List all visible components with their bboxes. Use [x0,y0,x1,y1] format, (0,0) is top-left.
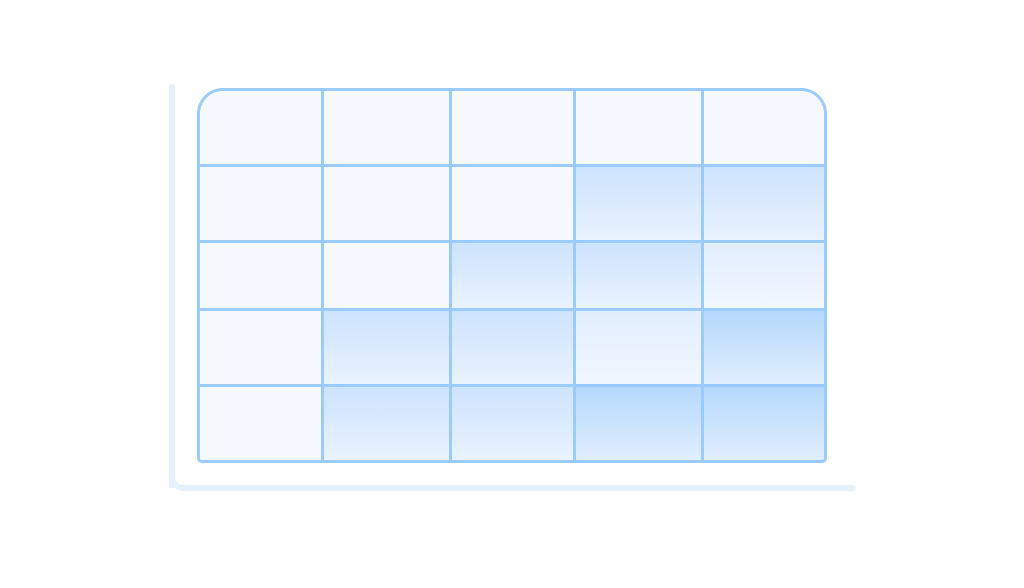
heatmap-cell [704,311,824,387]
grid-divider-horizontal [200,384,824,387]
heatmap-cell [452,243,576,311]
heatmap-cell [452,167,576,243]
heatmap-cell [704,167,824,243]
grid-divider-vertical [449,91,452,460]
heatmap-cell [200,387,324,460]
y-axis [169,84,175,488]
heatmap-cell [200,243,324,311]
x-axis [190,485,856,491]
heatmap-cell [324,91,452,167]
heatmap-cell [576,387,704,460]
heatmap-cell [324,311,452,387]
heatmap-cell [576,311,704,387]
heatmap-cell [704,243,824,311]
grid-divider-vertical [701,91,704,460]
heatmap-cell [452,91,576,167]
axis-corner [169,470,193,491]
grid-divider-horizontal [200,164,824,167]
heatmap-cell [704,91,824,167]
heatmap-cell [576,167,704,243]
grid-divider-horizontal [200,308,824,311]
heatmap-cell [576,243,704,311]
heatmap-cell [452,387,576,460]
grid-divider-horizontal [200,240,824,243]
heatmap-cell [324,387,452,460]
heatmap-cell [324,243,452,311]
heatmap-cell [576,91,704,167]
grid-divider-vertical [321,91,324,460]
heatmap-grid [197,88,827,463]
heatmap-cell [452,311,576,387]
grid-divider-vertical [573,91,576,460]
heatmap-cell [200,311,324,387]
heatmap-cell [704,387,824,460]
heatmap-cell [324,167,452,243]
heatmap-cell [200,167,324,243]
heatmap-cell [200,91,324,167]
